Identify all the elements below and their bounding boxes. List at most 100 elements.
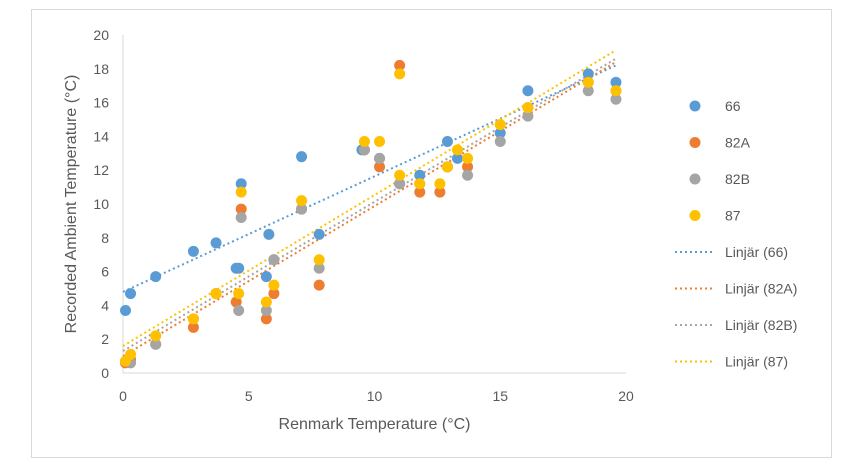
data-point-series-4 [394, 169, 406, 181]
data-point-series-2 [187, 321, 199, 333]
data-point-series-3 [494, 135, 506, 147]
data-point-series-1 [210, 237, 222, 249]
legend-label: 82A [725, 135, 751, 151]
data-point-series-1 [451, 152, 463, 164]
data-point-series-4 [441, 161, 453, 173]
data-point-series-4 [187, 313, 199, 325]
data-point-series-4 [235, 186, 247, 198]
trendline-3 [122, 57, 617, 352]
data-point-series-1 [260, 271, 272, 283]
data-point-series-2 [268, 288, 280, 300]
data-point-series-3 [394, 178, 406, 190]
data-point-series-1 [610, 76, 622, 88]
scatter-chart: 0 2 4 6 8 10 12 14 16 18 20 0 5 10 15 20 Renmark Temper… [63, 27, 797, 433]
data-point-series-2 [374, 161, 386, 173]
data-point-series-1 [235, 178, 247, 190]
legend-label: 82B [725, 171, 750, 187]
data-point-series-4 [125, 348, 137, 360]
data-point-series-1 [150, 271, 162, 283]
y-tick-label: 0 [101, 365, 109, 381]
y-tick-label: 16 [93, 95, 109, 111]
y-tick-label: 4 [101, 297, 109, 313]
y-tick-label: 20 [93, 27, 109, 43]
legend-label: 66 [725, 98, 741, 114]
legend: 66 82A 82B 87 Linjär (66) Linjär (82A) Linjär … [675, 98, 797, 370]
y-tick-label: 18 [93, 61, 109, 77]
data-point-series-2 [260, 313, 272, 325]
data-point-series-3 [462, 169, 474, 181]
data-point-series-3 [260, 304, 272, 316]
y-tick-label: 14 [93, 128, 109, 144]
data-point-series-4 [414, 178, 426, 190]
data-point-series-2 [434, 186, 446, 198]
data-point-series-3 [313, 262, 325, 274]
data-point-series-4 [358, 135, 370, 147]
data-point-series-1 [263, 228, 275, 240]
data-point-series-4 [494, 119, 506, 131]
data-point-series-4 [313, 254, 325, 266]
data-point-series-3 [235, 212, 247, 224]
data-point-series-4 [434, 178, 446, 190]
legend-marker [689, 100, 701, 112]
data-point-series-3 [150, 338, 162, 350]
data-point-series-4 [296, 195, 308, 207]
data-point-series-4 [260, 296, 272, 308]
trendlines [122, 49, 617, 357]
data-point-series-4 [394, 68, 406, 80]
data-point-series-4 [451, 144, 463, 156]
data-point-series-1 [187, 245, 199, 257]
y-axis-title: Recorded Ambient Temperature (°C) [63, 75, 80, 334]
data-point-series-4 [462, 152, 474, 164]
data-point-series-3 [522, 110, 534, 122]
trendline-4 [122, 49, 617, 347]
data-point-series-3 [233, 304, 245, 316]
x-tick-label: 0 [119, 388, 127, 404]
data-point-series-4 [233, 288, 245, 300]
data-point-series-1 [125, 288, 137, 300]
legend-label: Linjär (87) [725, 354, 788, 370]
data-point-series-4 [268, 279, 280, 291]
data-point-series-1 [296, 151, 308, 163]
data-point-series-4 [374, 135, 386, 147]
y-tick-label: 10 [93, 196, 109, 212]
data-points [120, 59, 622, 369]
data-point-series-4 [210, 288, 222, 300]
data-point-series-3 [582, 85, 594, 97]
y-tick-label: 12 [93, 162, 109, 178]
data-point-series-3 [610, 93, 622, 105]
legend-marker [689, 137, 701, 148]
data-point-series-2 [462, 161, 474, 173]
data-point-series-2 [230, 296, 242, 308]
data-point-series-1 [120, 304, 132, 316]
y-tick-label: 8 [101, 230, 109, 246]
data-point-series-1 [441, 135, 453, 147]
data-point-series-3 [296, 203, 308, 215]
data-point-series-4 [522, 102, 534, 114]
x-axis-title: Renmark Temperature (°C) [279, 416, 471, 433]
data-point-series-2 [414, 186, 426, 198]
data-point-series-1 [522, 85, 534, 97]
data-point-series-1 [494, 127, 506, 139]
trendline-1 [122, 64, 617, 293]
trendline-2 [122, 61, 617, 357]
data-point-series-1 [233, 262, 245, 274]
data-point-series-4 [610, 85, 622, 97]
data-point-series-3 [268, 254, 280, 266]
data-point-series-2 [394, 59, 406, 71]
data-point-series-3 [358, 144, 370, 156]
legend-label: Linjär (82A) [725, 281, 797, 297]
legend-marker [689, 173, 701, 185]
data-point-series-1 [414, 169, 426, 181]
data-point-series-3 [374, 152, 386, 164]
legend-marker [689, 210, 701, 221]
x-tick-label: 20 [618, 388, 634, 404]
data-point-series-4 [150, 330, 162, 342]
x-tick-label: 5 [245, 388, 253, 404]
data-point-series-2 [313, 279, 325, 291]
legend-label: Linjär (82B) [725, 317, 797, 333]
data-point-series-1 [313, 228, 325, 240]
legend-label: Linjär (66) [725, 244, 788, 260]
axes: 0 2 4 6 8 10 12 14 16 18 20 0 5 10 15 20 [93, 27, 634, 404]
legend-label: 87 [725, 208, 741, 224]
chart-frame: 0 2 4 6 8 10 12 14 16 18 20 0 5 10 15 20 Renmark Temper… [31, 9, 832, 458]
